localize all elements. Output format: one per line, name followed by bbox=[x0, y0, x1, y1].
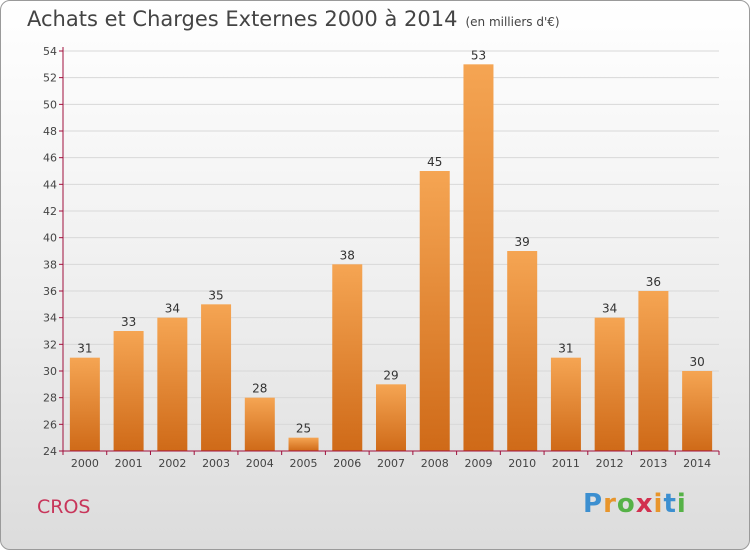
x-tick-label: 2014 bbox=[683, 457, 711, 470]
x-tick-label: 2002 bbox=[158, 457, 186, 470]
x-tick-label: 2010 bbox=[508, 457, 536, 470]
logo-letter: t bbox=[663, 489, 677, 519]
bar-value-label: 38 bbox=[340, 248, 355, 262]
logo-letter: i bbox=[653, 489, 664, 519]
bar-value-label: 30 bbox=[689, 355, 704, 369]
x-tick-label: 2008 bbox=[421, 457, 449, 470]
y-tick-label: 28 bbox=[43, 392, 57, 405]
bar-value-label: 31 bbox=[77, 342, 92, 356]
bars bbox=[69, 64, 713, 452]
bar bbox=[507, 251, 538, 451]
bar bbox=[376, 384, 406, 451]
chart-title-text: Achats et Charges Externes 2000 à 2014 bbox=[27, 7, 458, 31]
bar bbox=[463, 64, 494, 452]
bar-value-label: 34 bbox=[165, 302, 180, 316]
x-tick-label: 2000 bbox=[71, 457, 99, 470]
y-tick-label: 38 bbox=[43, 258, 57, 271]
chart-title: Achats et Charges Externes 2000 à 2014 (e… bbox=[27, 7, 560, 31]
bar-value-label: 33 bbox=[121, 315, 136, 329]
y-tick-label: 50 bbox=[43, 98, 57, 111]
bar-value-label: 36 bbox=[646, 275, 661, 289]
logo-letter: P bbox=[583, 489, 604, 519]
bar bbox=[594, 317, 625, 451]
y-tick-label: 54 bbox=[43, 45, 57, 58]
axes bbox=[59, 47, 720, 455]
bar bbox=[419, 171, 450, 451]
y-tick-label: 30 bbox=[43, 365, 57, 378]
bar-value-label: 31 bbox=[558, 342, 573, 356]
logo-letter: x bbox=[635, 489, 654, 519]
labels: 24 26 28 30 32 34 36 38 40 42 44 46 48 50 52 54 31 2000 33… bbox=[43, 45, 711, 470]
y-tick-label: 36 bbox=[43, 285, 57, 298]
x-tick-label: 2013 bbox=[639, 457, 667, 470]
bar-value-label: 29 bbox=[383, 368, 398, 382]
chart-unit: (en milliers d'€) bbox=[465, 15, 560, 29]
bar bbox=[682, 371, 713, 451]
y-tick-label: 26 bbox=[43, 418, 57, 431]
proxiti-logo: Proxiti bbox=[583, 489, 687, 519]
bar bbox=[332, 264, 363, 451]
y-tick-label: 48 bbox=[43, 125, 57, 138]
logo-letter: r bbox=[603, 489, 617, 519]
y-tick-label: 44 bbox=[43, 178, 57, 191]
logo-letter: i bbox=[676, 489, 687, 519]
bar-value-label: 39 bbox=[515, 235, 530, 249]
bar bbox=[69, 357, 100, 451]
y-tick-label: 52 bbox=[43, 72, 57, 85]
bar bbox=[157, 317, 188, 451]
bar-value-label: 34 bbox=[602, 302, 617, 316]
x-tick-label: 2001 bbox=[115, 457, 143, 470]
y-tick-label: 46 bbox=[43, 152, 57, 165]
bar-value-label: 28 bbox=[252, 382, 267, 396]
x-tick-label: 2003 bbox=[202, 457, 230, 470]
y-tick-label: 34 bbox=[43, 312, 57, 325]
y-tick-label: 32 bbox=[43, 338, 57, 351]
x-tick-label: 2006 bbox=[333, 457, 361, 470]
bar bbox=[638, 291, 669, 451]
x-tick-label: 2012 bbox=[596, 457, 624, 470]
y-tick-label: 24 bbox=[43, 445, 57, 458]
bar bbox=[288, 437, 319, 451]
bar-value-label: 25 bbox=[296, 422, 311, 436]
x-tick-label: 2011 bbox=[552, 457, 580, 470]
bar-value-label: 53 bbox=[471, 48, 486, 62]
bar bbox=[113, 331, 144, 451]
bar bbox=[550, 357, 581, 451]
x-tick-label: 2007 bbox=[377, 457, 405, 470]
bar-value-label: 35 bbox=[208, 288, 223, 302]
bar-value-label: 45 bbox=[427, 155, 442, 169]
x-tick-label: 2004 bbox=[246, 457, 274, 470]
x-tick-label: 2009 bbox=[464, 457, 492, 470]
y-tick-label: 42 bbox=[43, 205, 57, 218]
y-tick-label: 40 bbox=[43, 232, 57, 245]
logo-letter: o bbox=[616, 489, 636, 519]
bar bbox=[201, 304, 232, 451]
bar bbox=[244, 397, 275, 451]
commune-name: CROS bbox=[37, 496, 91, 518]
x-tick-label: 2005 bbox=[290, 457, 318, 470]
